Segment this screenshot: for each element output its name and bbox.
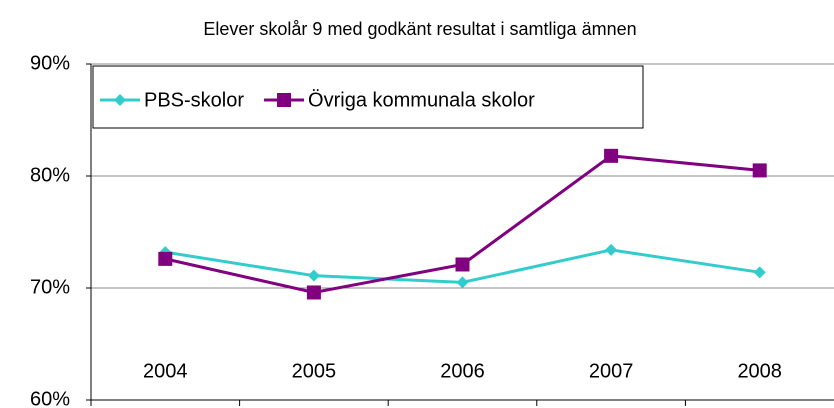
x-tick-label: 2006 — [440, 360, 485, 382]
marker — [604, 148, 619, 163]
y-tick-label: 60% — [30, 388, 70, 408]
marker — [277, 93, 292, 107]
marker — [752, 163, 767, 178]
y-tick-label: 70% — [30, 276, 70, 298]
legend-label: PBS-skolor — [144, 89, 244, 111]
y-tick-label: 80% — [30, 164, 70, 186]
marker — [114, 94, 126, 106]
marker — [455, 257, 470, 272]
x-tick-label: 2007 — [589, 360, 634, 382]
legend-label: Övriga kommunala skolor — [308, 89, 535, 111]
x-tick-label: 2008 — [737, 360, 782, 382]
x-tick-label: 2005 — [292, 360, 337, 382]
marker — [605, 243, 618, 256]
y-tick-label: 90% — [30, 52, 70, 74]
marker — [753, 266, 766, 279]
x-tick-label: 2004 — [143, 360, 188, 382]
marker — [306, 285, 321, 300]
marker — [456, 276, 469, 289]
chart-title: Elever skolår 9 med godkänt resultat i s… — [203, 19, 636, 39]
legend-box — [92, 65, 644, 129]
legend: PBS-skolor Övriga kommunala skolor — [92, 65, 644, 129]
marker — [158, 251, 173, 266]
marker — [307, 269, 320, 282]
